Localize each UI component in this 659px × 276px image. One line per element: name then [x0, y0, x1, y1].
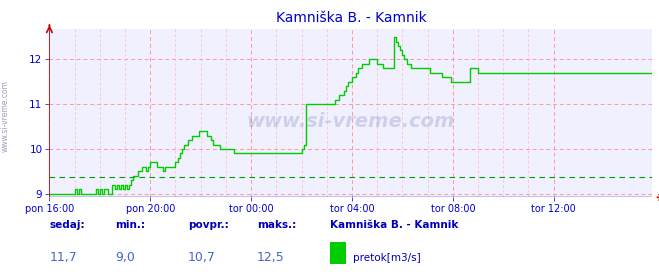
- Text: min.:: min.:: [115, 220, 146, 230]
- Text: 12,5: 12,5: [257, 251, 285, 264]
- Text: Kamniška B. - Kamnik: Kamniška B. - Kamnik: [330, 220, 458, 230]
- Text: www.si-vreme.com: www.si-vreme.com: [1, 80, 10, 152]
- Title: Kamniška B. - Kamnik: Kamniška B. - Kamnik: [275, 11, 426, 25]
- Text: www.si-vreme.com: www.si-vreme.com: [246, 112, 455, 131]
- Text: 11,7: 11,7: [49, 251, 77, 264]
- Text: pretok[m3/s]: pretok[m3/s]: [353, 253, 420, 263]
- Text: 10,7: 10,7: [188, 251, 215, 264]
- Text: povpr.:: povpr.:: [188, 220, 229, 230]
- Text: 9,0: 9,0: [115, 251, 135, 264]
- Text: maks.:: maks.:: [257, 220, 297, 230]
- Text: sedaj:: sedaj:: [49, 220, 85, 230]
